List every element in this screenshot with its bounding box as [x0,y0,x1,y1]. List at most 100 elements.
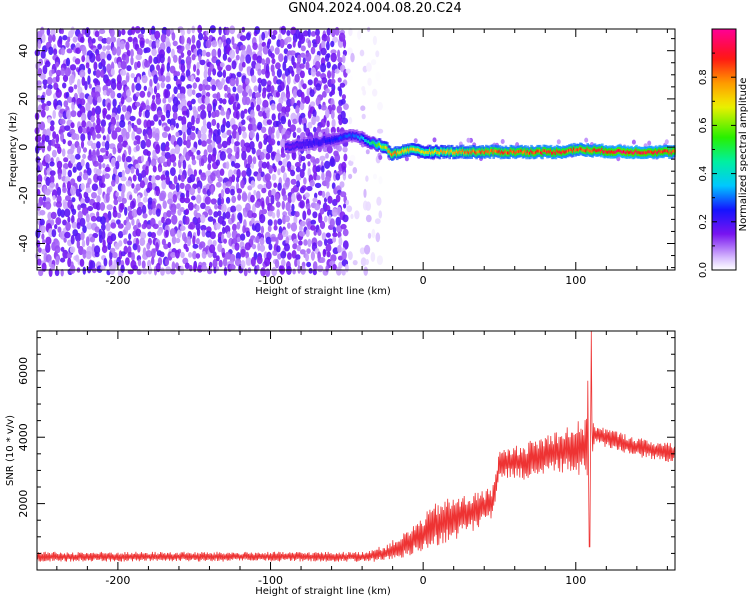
spectrogram-cell [234,242,240,251]
spectrogram-cell [183,236,188,244]
spectrogram-cell [210,172,216,182]
spectrogram-cell [54,102,58,110]
spectrogram-cell [317,190,324,196]
snr-plot [36,330,675,562]
spectrogram-cell [180,52,185,58]
spectrogram-cell [222,98,227,105]
spectrogram-cell [110,222,117,229]
spectrogram-cell [37,247,42,253]
spectrogram-cell [271,113,276,121]
spectrogram-cell [136,47,143,56]
spectrogram-cell [261,91,267,99]
spectrogram-cell [119,40,125,50]
spectrogram-cell [165,218,172,225]
spectrogram-cell [302,210,307,221]
spectrogram-cell [261,31,266,41]
spectrogram-cell [250,180,256,188]
spectrogram-cell [303,177,307,185]
spectrogram-cell [92,130,96,141]
spectrogram-cell [240,110,245,120]
spectrogram-cell [250,101,255,112]
spectrogram-cell [185,246,189,253]
spectrogram-cell [59,230,66,240]
spectrogram-cell [175,249,180,259]
spectrogram-cell [123,238,128,245]
spectrogram-cell [174,144,181,155]
spectrogram-cell [312,42,318,48]
spectrogram-cell [245,257,252,266]
spectrogram-cell [134,101,141,107]
spectrogram-cell [201,140,207,147]
spectrogram-cell [466,137,471,143]
spectrogram-cell [271,34,276,40]
spectrogram-cell [202,118,207,127]
spectrogram-cell [217,70,223,78]
spectrogram-cell [231,36,235,46]
spectrogram-cell [584,137,589,143]
spectrogram-cell [272,29,278,36]
spectrogram-cell [291,193,296,203]
spectrogram-cell [62,167,67,178]
ridge-cell [565,149,569,153]
spectrogram-cell [199,59,206,66]
spectrogram-cell [75,232,82,242]
spectrogram-cell [139,180,145,189]
spectrogram-cell [289,50,296,56]
spectrogram-cell [53,201,57,207]
spectrogram-cell [334,68,340,74]
spectrogram-cell [294,258,298,268]
spectrogram-cell [79,171,83,177]
spectrogram-cell [81,76,86,87]
spectrogram-cell [326,251,331,258]
spectrogram-cell [292,243,298,250]
spectrogram-cell [325,108,330,119]
spectrogram-cell [229,253,236,263]
spectrogram-cell [125,180,132,187]
spectrogram-cell [337,57,344,63]
spectrogram-cell [201,265,208,272]
spectrogram-cell [346,205,353,213]
spectrogram-cell [211,56,218,64]
spectrogram-cell [200,104,206,111]
spectrogram-cell [45,88,52,96]
spectrogram-cell [171,261,176,271]
spectrogram-cell [70,110,77,118]
spectrogram-cell [343,153,348,162]
spectrogram-cell [189,221,196,230]
spectrogram-cell [163,243,169,250]
spectrogram-cell [116,121,120,128]
spectrogram-cell [115,191,119,197]
spectrogram-cell [55,133,60,144]
spectrogram-cell [179,86,186,96]
spectrogram-cell [217,143,223,149]
spectrogram-cell [199,241,206,249]
spectrogram-cell [294,211,300,218]
spectrogram-cell [134,26,141,34]
spectrogram-cell [214,109,220,118]
spectrogram-cell [193,64,197,73]
spectrogram-cell [135,127,143,135]
spectrogram-cell [299,200,305,209]
spectrogram-cell [292,118,298,125]
spectrogram-cell [357,30,362,40]
spectrogram-cell [244,77,250,85]
spectrogram-cell [361,113,366,120]
spectrogram-cell [310,46,316,55]
spectrogram-cell [253,189,257,196]
spectrogram-cell [121,197,127,204]
spectrogram-cell [631,139,636,145]
spectrogram-cell [141,74,148,84]
spectrogram-cell [70,122,75,129]
spectrogram-cell [159,192,166,202]
spectrogram-cell [333,172,337,182]
spectrogram-cell [195,222,201,231]
ridge-cell [673,149,676,153]
spectrogram-cell [167,191,173,201]
spectrogram-cell [226,147,233,154]
spectrogram-cell [345,68,351,74]
spectrogram-cell [267,210,274,217]
spectrogram-cell [96,96,102,103]
spectrogram-cell [295,105,300,114]
spectrogram-cell [191,34,196,44]
spectrogram-cell [119,202,125,211]
